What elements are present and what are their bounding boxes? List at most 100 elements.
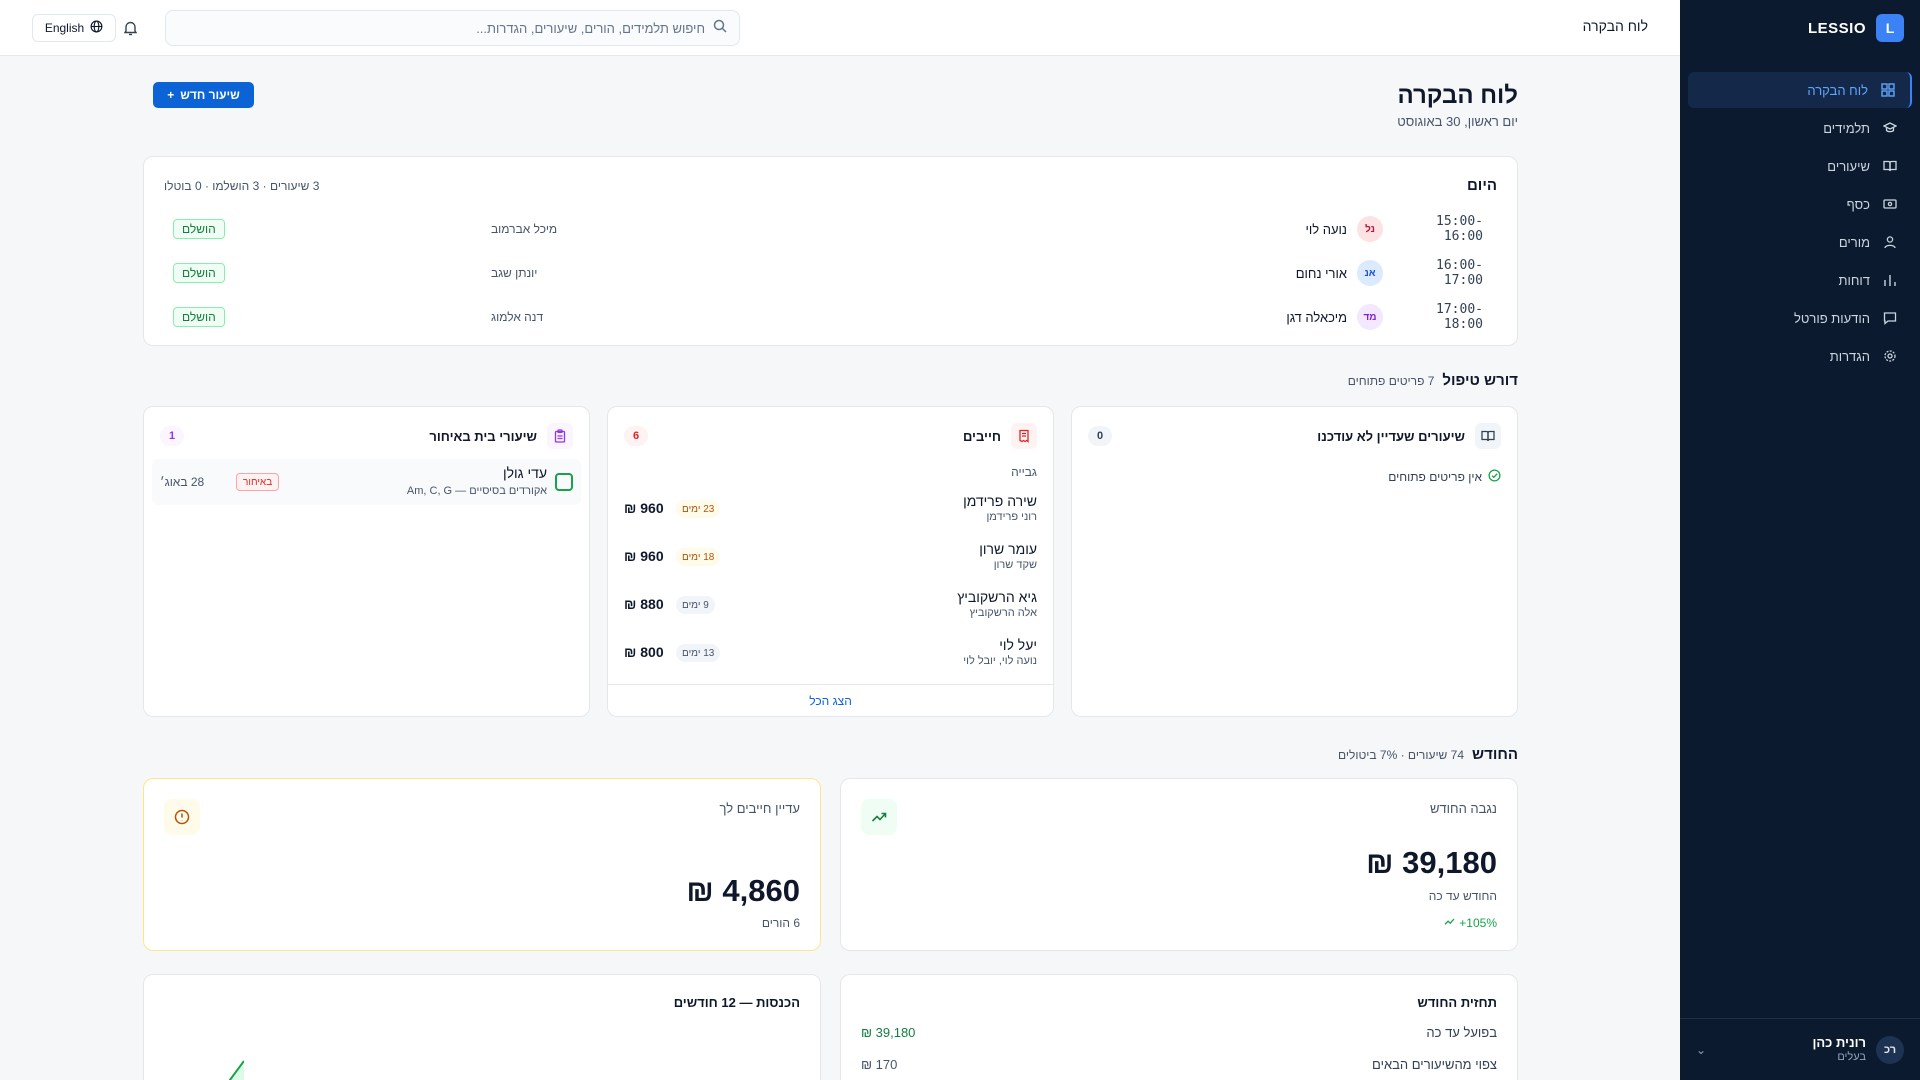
sidebar-item-teachers[interactable]: מורים	[1688, 224, 1912, 260]
card-header: שיעורי בית באיחור 1	[160, 423, 573, 449]
header-title: לוח הבקרה	[1582, 18, 1648, 34]
lesson-time: 15:00-16:00	[1436, 214, 1483, 244]
status-badge: הושלם	[173, 307, 225, 327]
days-badge: 13 ימים	[676, 644, 721, 662]
sidebar-item-dashboard[interactable]: לוח הבקרה	[1688, 72, 1912, 108]
sidebar-item-money[interactable]: כסף	[1688, 186, 1912, 222]
sidebar-item-label: מורים	[1838, 234, 1870, 250]
lesson-row[interactable]: 16:00-17:00 אנ אורי נחום יונתן שגב הושלם	[173, 257, 1483, 289]
lesson-time: 17:00-18:00	[1436, 302, 1483, 332]
sidebar-item-reports[interactable]: דוחות	[1688, 262, 1912, 298]
days-badge: 18 ימים	[676, 548, 721, 566]
unupdated-lessons-card: שיעורים שעדיין לא עודכנו 0 אין פריטים פת…	[1071, 406, 1518, 717]
days-badge: 23 ימים	[676, 500, 721, 518]
lesson-row[interactable]: 17:00-18:00 מד מיכאלה דגן דנה אלמוג הושל…	[173, 301, 1483, 333]
homework-description: אקורדים בסיסיים — Am, C, G	[406, 485, 547, 497]
globe-icon	[90, 20, 103, 36]
collected-this-month-card: נגבה החודש ₪ 39,180 החודש עד כה +105%	[840, 778, 1518, 951]
sidebar-item-label: כסף	[1846, 196, 1870, 212]
sidebar-item-settings[interactable]: הגדרות	[1688, 338, 1912, 374]
sidebar-user-menu[interactable]: רכ רונית כהן בעלים ⌄	[1680, 1018, 1920, 1080]
sidebar-item-label: הגדרות	[1829, 348, 1870, 364]
student-avatar: מד	[1357, 304, 1383, 330]
today-title: היום	[1467, 177, 1497, 194]
clipboard-icon	[547, 423, 573, 449]
kpi-value: ₪ 39,180	[1366, 845, 1497, 880]
debt-amount: ₪ 800	[624, 644, 664, 660]
message-icon	[1882, 310, 1898, 326]
count-badge: 0	[1088, 426, 1112, 446]
search-box[interactable]	[165, 10, 740, 46]
sidebar-item-label: הודעות פורטל	[1794, 310, 1870, 326]
brand[interactable]: L LESSIO	[1808, 14, 1904, 42]
debtor-name: עומר שרון	[979, 541, 1037, 557]
days-badge: 9 ימים	[676, 596, 715, 614]
delta-value: +105%	[1459, 916, 1497, 930]
forecast-row: צפוי מהשיעורים הבאים ₪ 170	[861, 1057, 1497, 1077]
new-lesson-button[interactable]: שיעור חדש +	[153, 82, 254, 108]
banknote-icon	[1882, 196, 1898, 212]
homework-student: עדי גולן	[502, 465, 547, 481]
kpi-subtitle: החודש עד כה	[1428, 889, 1497, 903]
card-title: הכנסות — 12 חודשים	[673, 995, 800, 1010]
brand-name: LESSIO	[1807, 19, 1866, 37]
search-input[interactable]	[178, 20, 705, 36]
list-item[interactable]: שירה פרידמן רוני פרידמן 23 ימים ₪ 960	[624, 489, 1037, 529]
forecast-label: צפוי מהשיעורים הבאים	[1372, 1057, 1497, 1072]
student-avatar: נל	[1357, 216, 1383, 242]
main-content: לוח הבקרה יום ראשון, 30 באוגוסט שיעור חד…	[0, 56, 1680, 1080]
show-all-link[interactable]: הצג הכל	[608, 684, 1053, 716]
new-lesson-label: שיעור חדש	[180, 88, 240, 102]
forecast-label: בפועל עד כה	[1426, 1025, 1497, 1040]
lesson-row[interactable]: 15:00-16:00 נל נועה לוי מיכל אברמוב הושל…	[173, 213, 1483, 245]
list-item[interactable]: גיא הרשקוביץ אלה הרשקוביץ 9 ימים ₪ 880	[624, 585, 1037, 625]
debtor-name: יעל לוי	[999, 637, 1037, 653]
status-badge: הושלם	[173, 219, 225, 239]
card-title: תחזית החודש	[1417, 995, 1497, 1010]
sidebar-item-portal-messages[interactable]: הודעות פורטל	[1688, 300, 1912, 336]
bell-icon[interactable]	[118, 16, 142, 40]
sidebar-item-students[interactable]: תלמידים	[1688, 110, 1912, 146]
debtors-card: חייבים 6 גבייה שירה פרידמן רוני פרידמן 2…	[607, 406, 1054, 717]
debtor-name: גיא הרשקוביץ	[957, 589, 1037, 605]
card-title: שיעורים שעדיין לא עודכנו	[1317, 428, 1465, 444]
list-item[interactable]: עדי גולן אקורדים בסיסיים — Am, C, G באיח…	[152, 459, 581, 505]
page-title: לוח הבקרה	[1397, 82, 1518, 109]
bar-chart-icon	[1882, 272, 1898, 288]
student-name: נועה לוי	[1305, 221, 1348, 237]
language-button[interactable]: English	[32, 14, 116, 42]
sidebar-item-lessons[interactable]: שיעורים	[1688, 148, 1912, 184]
user-name: רונית כהן	[1812, 1034, 1866, 1050]
top-header: לוח הבקרה English	[0, 0, 1680, 56]
debt-amount: ₪ 960	[624, 548, 664, 564]
kpi-delta: +105%	[1444, 916, 1497, 930]
card-title: חייבים	[962, 428, 1001, 444]
month-meta: 74 שיעורים · 7% ביטולים	[1337, 748, 1465, 762]
checkbox[interactable]	[555, 473, 573, 491]
kpi-subtitle: 6 הורים	[761, 916, 800, 930]
empty-text: אין פריטים פתוחים	[1388, 470, 1482, 484]
month-section-header: החודש 74 שיעורים · 7% ביטולים	[1338, 746, 1518, 763]
debtors-subtitle: גבייה	[1011, 465, 1037, 479]
debtor-parent: נועה לוי, יובל לוי	[963, 655, 1037, 667]
book-icon	[1882, 158, 1898, 174]
chevron-down-icon[interactable]: ⌄	[1696, 1042, 1707, 1057]
sidebar-item-label: תלמידים	[1823, 120, 1870, 136]
student-avatar: אנ	[1357, 260, 1383, 286]
debtor-parent: שקד שרון	[993, 559, 1037, 571]
student-name: אורי נחום	[1295, 265, 1347, 281]
still-owed-card: עדיין חייבים לך ₪ 4,860 6 הורים	[143, 778, 821, 951]
sidebar-nav: לוח הבקרה תלמידים שיעורים כסף מורים דוחו…	[1688, 72, 1912, 376]
user-icon	[1882, 234, 1898, 250]
list-item[interactable]: יעל לוי נועה לוי, יובל לוי 13 ימים ₪ 800	[624, 633, 1037, 673]
user-role: בעלים	[1837, 1050, 1866, 1063]
debt-amount: ₪ 880	[624, 596, 664, 612]
gear-icon	[1882, 348, 1898, 364]
debt-amount: ₪ 960	[624, 500, 664, 516]
grid-icon	[1880, 82, 1896, 98]
list-item[interactable]: עומר שרון שקד שרון 18 ימים ₪ 960	[624, 537, 1037, 577]
debtor-parent: רוני פרידמן	[986, 511, 1037, 523]
forecast-value: ₪ 39,180	[861, 1025, 916, 1040]
attention-meta: 7 פריטים פתוחים	[1347, 374, 1435, 388]
language-label: English	[44, 21, 85, 35]
